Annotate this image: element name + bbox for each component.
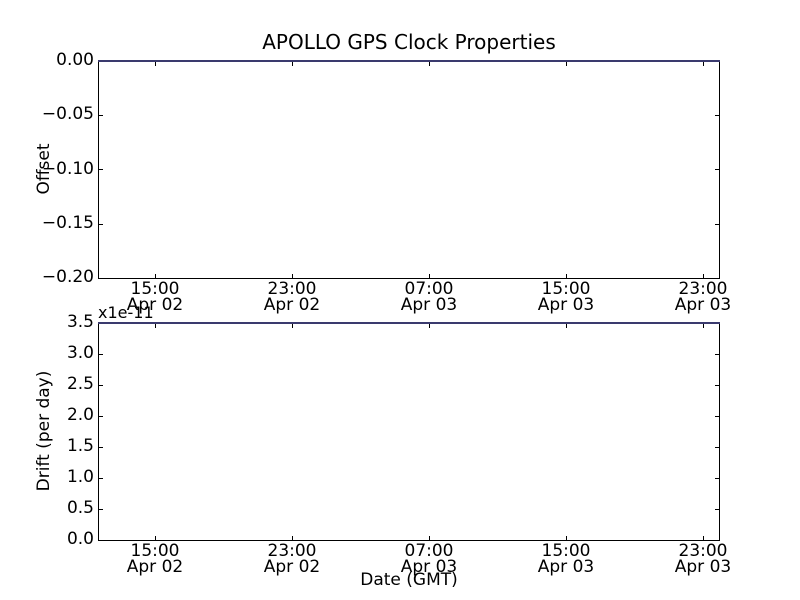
tick-time: 15:00 [541,279,591,299]
tick-date: Apr 03 [400,556,458,577]
offset-y-tick-label: −0.20 [41,267,94,287]
tick-date: Apr 02 [263,556,321,577]
offset-axis-label: Offset [34,143,54,195]
drift-series-line [98,322,720,324]
drift-x-tick-marks-bottom [155,536,156,540]
tick-date: Apr 03 [674,294,732,315]
drift-y-tick-label: 0.5 [66,498,94,518]
offset-x-tick-label: 07:00 Apr 03 [384,279,474,315]
drift-y-tick-label: 2.0 [66,405,94,425]
drift-y-tick-label: 1.5 [66,436,94,456]
offset-x-tick-label: 23:00 Apr 03 [658,279,748,315]
offset-x-tick-marks-bottom [155,274,156,278]
offset-series-line [98,60,720,62]
drift-x-tick-label: 15:00 Apr 03 [521,541,611,577]
tick-time: 07:00 [404,279,454,299]
offset-x-tick-label: 15:00 Apr 02 [110,279,200,315]
drift-y-tick-marks-left [99,354,103,355]
offset-plot-area [98,60,720,279]
x-axis-label: Date (GMT) [360,570,458,590]
tick-time: 23:00 [678,279,728,299]
offset-x-tick-label: 23:00 Apr 02 [247,279,337,315]
drift-scale-offset-text: x1e-11 [98,303,154,322]
offset-y-tick-label: −0.15 [41,213,94,233]
tick-time: 15:00 [130,541,180,561]
drift-x-tick-label: 07:00 Apr 03 [384,541,474,577]
tick-time: 07:00 [404,541,454,561]
tick-date: Apr 03 [537,556,595,577]
drift-plot-area [98,322,720,541]
tick-time: 15:00 [541,541,591,561]
drift-y-tick-marks-right [715,354,719,355]
tick-time: 23:00 [267,279,317,299]
offset-y-tick-marks-right [715,115,719,116]
tick-time: 23:00 [267,541,317,561]
offset-y-tick-marks-left [99,115,103,116]
drift-y-tick-label: 3.5 [66,312,94,332]
offset-y-tick-label: −0.10 [41,159,94,179]
offset-x-tick-label: 15:00 Apr 03 [521,279,611,315]
drift-x-tick-marks-top [155,324,156,328]
tick-time: 23:00 [678,541,728,561]
tick-date: Apr 03 [674,556,732,577]
drift-axis-label: Drift (per day) [34,370,54,492]
tick-date: Apr 03 [400,294,458,315]
drift-x-tick-label: 15:00 Apr 02 [110,541,200,577]
offset-y-tick-label: 0.00 [56,50,94,70]
offset-y-tick-label: −0.05 [41,104,94,124]
drift-x-tick-label: 23:00 Apr 02 [247,541,337,577]
tick-date: Apr 02 [263,294,321,315]
tick-time: 15:00 [130,279,180,299]
drift-y-tick-label: 0.0 [66,529,94,549]
drift-y-tick-label: 2.5 [66,374,94,394]
chart-title: APOLLO GPS Clock Properties [262,30,556,54]
drift-x-tick-label: 23:00 Apr 03 [658,541,748,577]
drift-y-tick-label: 3.0 [66,343,94,363]
tick-date: Apr 02 [126,294,184,315]
tick-date: Apr 03 [537,294,595,315]
drift-y-tick-label: 1.0 [66,467,94,487]
tick-date: Apr 02 [126,556,184,577]
offset-x-tick-marks-top [155,62,156,66]
